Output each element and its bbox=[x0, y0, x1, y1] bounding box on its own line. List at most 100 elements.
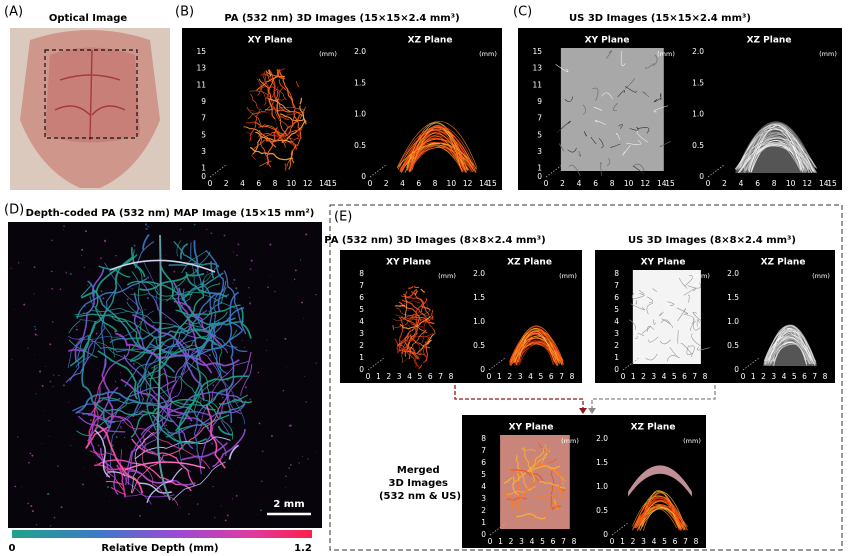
noise-dot bbox=[196, 503, 199, 505]
vessel bbox=[88, 366, 158, 440]
x-tick-label: 7 bbox=[692, 372, 697, 381]
panel-label: (E) bbox=[334, 210, 352, 225]
y-tick-label: 3 bbox=[537, 147, 542, 156]
plane-label: XY Plane bbox=[386, 258, 431, 268]
y-tick-label: 1.0 bbox=[727, 317, 739, 326]
x-tick-label: 15 bbox=[327, 179, 337, 188]
noise-dot bbox=[17, 436, 19, 438]
noise-dot bbox=[89, 269, 91, 271]
vessel bbox=[421, 316, 434, 344]
noise-dot bbox=[236, 401, 239, 404]
vessel-map bbox=[10, 223, 318, 527]
noise-dot bbox=[285, 475, 287, 478]
x-tick-label: 2 bbox=[722, 179, 727, 188]
noise-dot bbox=[49, 380, 52, 383]
y-tick-label: 0 bbox=[614, 365, 619, 374]
vessel bbox=[550, 467, 567, 482]
x-tick-label: 0 bbox=[621, 372, 626, 381]
noise-dot bbox=[298, 462, 300, 464]
noise-dot bbox=[305, 233, 308, 236]
noise-dot bbox=[34, 325, 36, 328]
dome-layer bbox=[399, 138, 475, 173]
x-tick-label: 0 bbox=[366, 372, 371, 381]
perspective-line bbox=[611, 522, 629, 536]
dome-layer bbox=[770, 338, 810, 365]
dome-layer bbox=[632, 495, 688, 531]
vessel bbox=[68, 320, 81, 334]
noise-dot bbox=[41, 443, 43, 444]
y-tick-label: 1.5 bbox=[727, 293, 739, 302]
dome-layer bbox=[406, 129, 468, 173]
vessel bbox=[250, 93, 262, 111]
us-texture bbox=[659, 140, 672, 148]
noise-dot bbox=[86, 284, 88, 286]
vessel bbox=[392, 324, 395, 331]
noise-dot bbox=[111, 444, 114, 447]
us-texture bbox=[624, 78, 635, 89]
unit-label: (mm) bbox=[319, 50, 337, 58]
noise-dot bbox=[17, 262, 20, 264]
noise-dot bbox=[235, 471, 237, 472]
vessel bbox=[193, 240, 199, 274]
noise-dot bbox=[65, 271, 68, 274]
arrow-head bbox=[588, 408, 596, 414]
noise-dot bbox=[144, 308, 146, 311]
noise-dot bbox=[44, 365, 46, 367]
panel-label: (B) bbox=[175, 5, 194, 20]
x-tick-label: 15 bbox=[487, 179, 497, 188]
noise-dot bbox=[152, 324, 155, 327]
vessel bbox=[259, 160, 272, 167]
plane-label: XZ Plane bbox=[761, 258, 806, 268]
us-texture bbox=[618, 124, 623, 129]
perspective-line bbox=[488, 357, 506, 371]
vessel bbox=[215, 400, 247, 415]
noise-dot bbox=[35, 393, 37, 395]
us-texture bbox=[683, 313, 695, 325]
noise-dot bbox=[303, 318, 305, 320]
noise-dot bbox=[191, 307, 193, 309]
noise-dot bbox=[188, 513, 190, 515]
noise-dot bbox=[206, 228, 208, 231]
noise-dot bbox=[233, 251, 235, 253]
y-tick-label: 8 bbox=[481, 434, 486, 443]
vessel bbox=[421, 305, 431, 312]
noise-dot bbox=[132, 288, 134, 290]
vessel bbox=[276, 90, 288, 135]
noise-dot bbox=[315, 362, 318, 364]
y-tick-label: 6 bbox=[359, 293, 364, 302]
noise-dot bbox=[146, 394, 149, 397]
perspective-line bbox=[369, 164, 387, 178]
us-texture bbox=[684, 275, 694, 287]
vessel bbox=[290, 150, 295, 164]
noise-dot bbox=[53, 374, 55, 376]
vessel bbox=[240, 306, 252, 339]
x-tick-label: 8 bbox=[572, 537, 577, 546]
dome-layer bbox=[406, 128, 468, 171]
noise-dot bbox=[284, 337, 287, 340]
plane-label: XZ Plane bbox=[631, 423, 676, 433]
noise-dot bbox=[51, 239, 53, 242]
us-texture bbox=[637, 333, 645, 337]
vessel bbox=[246, 109, 280, 133]
noise-dot bbox=[60, 506, 63, 509]
noise-dot bbox=[220, 505, 222, 507]
vessel bbox=[547, 458, 557, 464]
us-texture bbox=[622, 145, 631, 156]
vessel bbox=[67, 337, 82, 369]
vessel bbox=[401, 299, 431, 322]
x-tick-label: 2 bbox=[386, 372, 391, 381]
vessel bbox=[299, 97, 303, 105]
vessel bbox=[231, 344, 248, 352]
noise-dot bbox=[226, 514, 229, 517]
us-texture bbox=[606, 50, 613, 59]
noise-dot bbox=[267, 286, 269, 289]
x-tick-label: 8 bbox=[694, 537, 699, 546]
vessel bbox=[69, 254, 138, 367]
noise-dot bbox=[34, 333, 37, 336]
y-tick-label: 1 bbox=[614, 353, 619, 362]
vessel bbox=[406, 311, 430, 322]
vessel bbox=[223, 270, 247, 335]
x-tick-label: 6 bbox=[682, 372, 687, 381]
x-tick-label: 4 bbox=[528, 372, 533, 381]
vessel bbox=[278, 106, 305, 111]
